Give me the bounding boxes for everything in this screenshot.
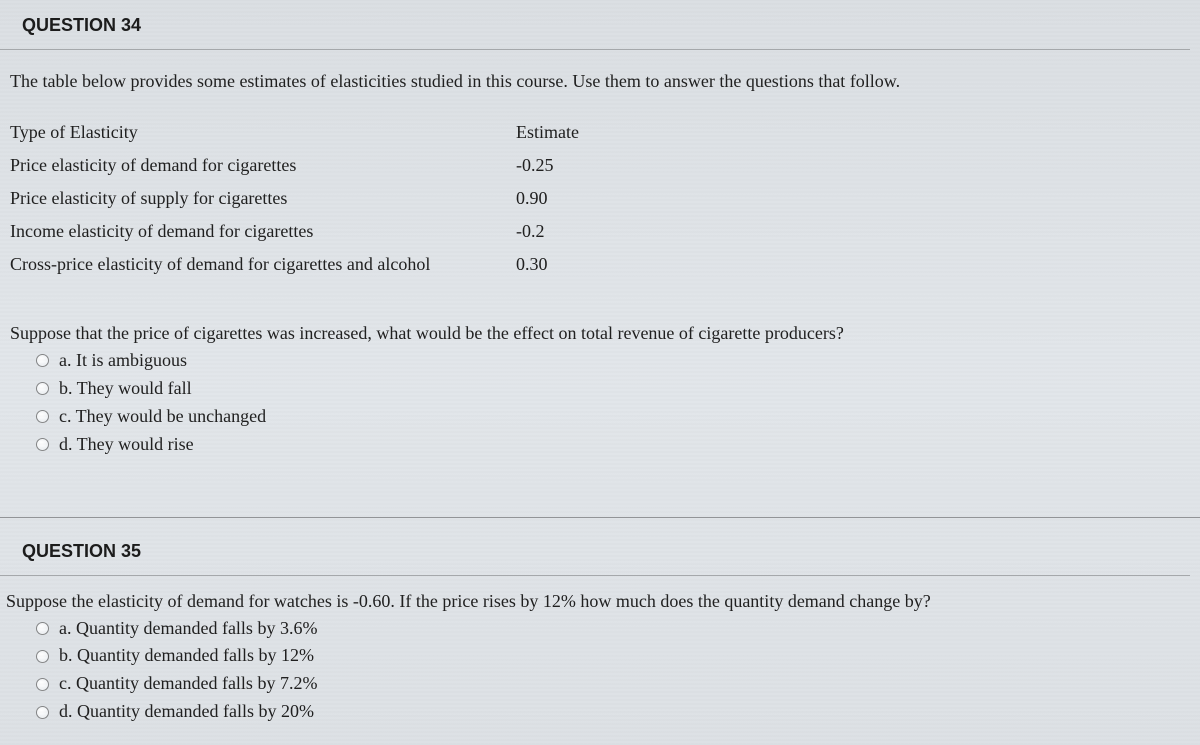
- spacer: [0, 459, 1200, 517]
- table-row-value: -0.25: [516, 152, 636, 179]
- question-34-prompt: Suppose that the price of cigarettes was…: [0, 320, 1190, 347]
- option-label: a. It is ambiguous: [59, 347, 187, 375]
- option-c[interactable]: c. They would be unchanged: [36, 403, 1190, 431]
- option-c[interactable]: c. Quantity demanded falls by 7.2%: [36, 670, 1190, 698]
- option-label: b. Quantity demanded falls by 12%: [59, 642, 314, 670]
- elasticity-table: Type of Elasticity Estimate Price elasti…: [0, 119, 1190, 278]
- option-label: d. Quantity demanded falls by 20%: [59, 698, 314, 726]
- option-b[interactable]: b. They would fall: [36, 375, 1190, 403]
- option-b[interactable]: b. Quantity demanded falls by 12%: [36, 642, 1190, 670]
- table-col1-header: Type of Elasticity: [10, 119, 510, 146]
- radio-icon[interactable]: [36, 382, 49, 395]
- question-35-options: a. Quantity demanded falls by 3.6% b. Qu…: [0, 615, 1190, 727]
- radio-icon[interactable]: [36, 438, 49, 451]
- option-d[interactable]: d. Quantity demanded falls by 20%: [36, 698, 1190, 726]
- table-row-label: Cross-price elasticity of demand for cig…: [10, 251, 510, 278]
- option-label: b. They would fall: [59, 375, 192, 403]
- question-34-options: a. It is ambiguous b. They would fall c.…: [0, 347, 1190, 459]
- option-label: c. Quantity demanded falls by 7.2%: [59, 670, 317, 698]
- radio-icon[interactable]: [36, 410, 49, 423]
- question-34-header: QUESTION 34: [0, 0, 1190, 49]
- table-row-value: 0.30: [516, 251, 636, 278]
- table-row-value: -0.2: [516, 218, 636, 245]
- question-35-prompt: Suppose the elasticity of demand for wat…: [0, 576, 1190, 615]
- table-row-value: 0.90: [516, 185, 636, 212]
- radio-icon[interactable]: [36, 622, 49, 635]
- option-label: c. They would be unchanged: [59, 403, 266, 431]
- radio-icon[interactable]: [36, 678, 49, 691]
- option-a[interactable]: a. Quantity demanded falls by 3.6%: [36, 615, 1190, 643]
- question-34-intro: The table below provides some estimates …: [0, 50, 1190, 119]
- option-a[interactable]: a. It is ambiguous: [36, 347, 1190, 375]
- question-35: QUESTION 35 Suppose the elasticity of de…: [0, 518, 1200, 727]
- option-d[interactable]: d. They would rise: [36, 431, 1190, 459]
- radio-icon[interactable]: [36, 354, 49, 367]
- option-label: d. They would rise: [59, 431, 194, 459]
- option-label: a. Quantity demanded falls by 3.6%: [59, 615, 317, 643]
- table-row-label: Income elasticity of demand for cigarett…: [10, 218, 510, 245]
- radio-icon[interactable]: [36, 650, 49, 663]
- table-row-label: Price elasticity of supply for cigarette…: [10, 185, 510, 212]
- quiz-page: { "q34": { "header": "QUESTION 34", "int…: [0, 0, 1200, 745]
- question-35-header: QUESTION 35: [0, 524, 1190, 575]
- question-34: QUESTION 34 The table below provides som…: [0, 0, 1200, 459]
- table-col2-header: Estimate: [516, 119, 636, 146]
- radio-icon[interactable]: [36, 706, 49, 719]
- table-row-label: Price elasticity of demand for cigarette…: [10, 152, 510, 179]
